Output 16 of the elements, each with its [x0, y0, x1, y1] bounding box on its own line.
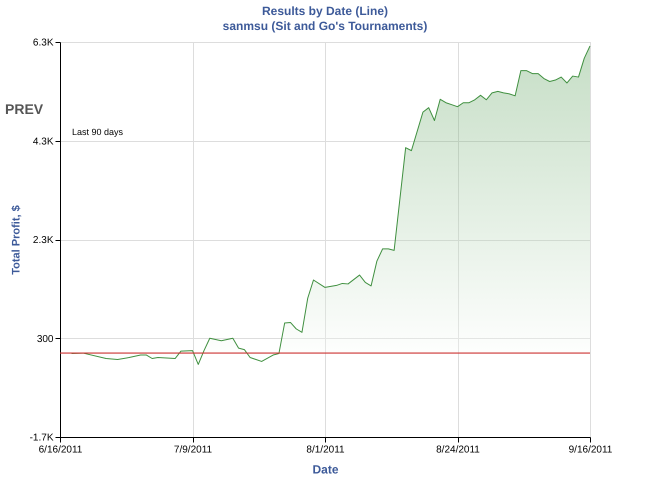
- y-tick-label: 4.3K: [32, 136, 54, 148]
- x-tick-label: 8/24/2011: [436, 444, 480, 456]
- y-tick-label: 2.3K: [32, 235, 54, 246]
- text: PREV: [5, 101, 44, 117]
- x-axis-title: Date: [312, 462, 339, 476]
- y-tick-label: -1.7K: [30, 432, 54, 444]
- y-tick-label: 300: [36, 334, 54, 345]
- y-axis-title: Total Profit, $: [10, 205, 23, 275]
- y-tick-label: 6.3K: [32, 38, 54, 48]
- x-tick-label: 7/9/2011: [174, 444, 213, 456]
- x-tick-label: 8/1/2011: [306, 444, 346, 456]
- x-tick-label: 9/16/2011: [568, 444, 613, 456]
- chart-title: Results by Date (Line): [262, 4, 388, 18]
- annotation: Last 90 days: [72, 127, 124, 137]
- chart-subtitle: sanmsu (Sit and Go's Tournaments): [222, 19, 428, 33]
- x-tick-label: 6/16/2011: [38, 444, 83, 456]
